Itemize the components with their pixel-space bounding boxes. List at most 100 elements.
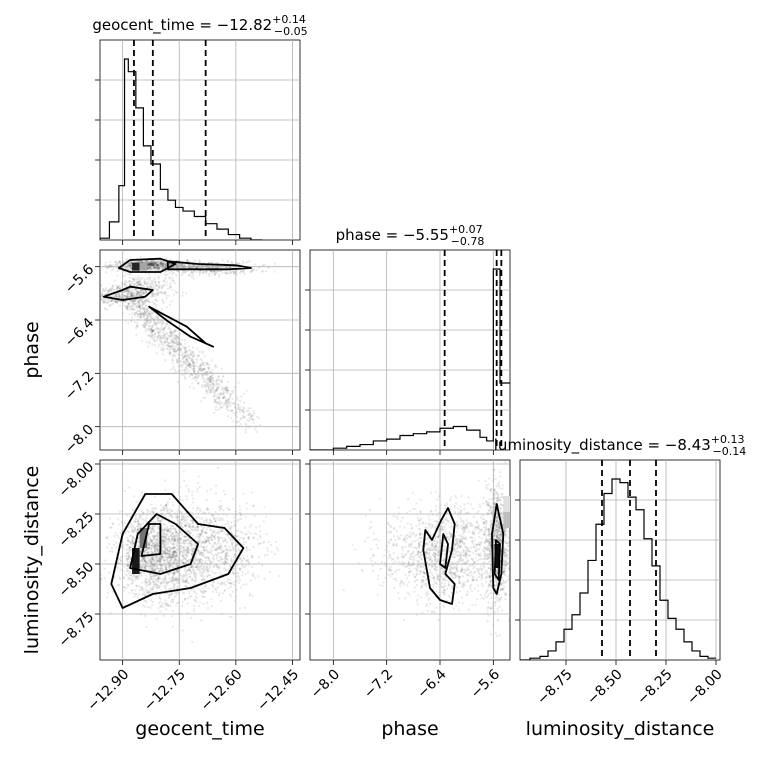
scatter-point (169, 530, 172, 533)
scatter-point (180, 264, 183, 267)
scatter-point (173, 330, 177, 333)
scatter-point (218, 397, 221, 400)
scatter-point (181, 271, 184, 274)
scatter-point (140, 290, 143, 293)
scatter-point (219, 269, 222, 272)
scatter-point (169, 533, 172, 536)
scatter-point (176, 361, 179, 364)
scatter-point (156, 315, 159, 318)
scatter-point (213, 398, 216, 401)
scatter-point (237, 529, 240, 532)
scatter-point (161, 602, 164, 605)
scatter-point (138, 306, 141, 309)
scatter-point (153, 580, 156, 583)
scatter-point (91, 296, 93, 298)
scatter-point (203, 595, 206, 599)
scatter-point (206, 550, 209, 553)
scatter-point (165, 347, 169, 350)
scatter-point (183, 355, 186, 358)
scatter-point (172, 550, 175, 553)
scatter-point (152, 511, 155, 514)
scatter-point (238, 408, 241, 411)
scatter-point (173, 550, 176, 554)
scatter-point (164, 340, 167, 343)
scatter-point (206, 362, 209, 365)
scatter-point (230, 390, 234, 393)
scatter-point (115, 295, 118, 299)
scatter-point (160, 546, 163, 549)
scatter-point (148, 340, 151, 343)
scatter-point (150, 316, 153, 320)
scatter-point (196, 506, 199, 509)
scatter-point (146, 277, 149, 281)
scatter-point (200, 369, 203, 372)
scatter-point (161, 322, 164, 325)
scatter-point (125, 290, 128, 293)
scatter-point (129, 307, 132, 311)
scatter-point (236, 407, 239, 410)
scatter-point (191, 511, 194, 514)
scatter-point (165, 568, 168, 571)
scatter-point (150, 336, 153, 339)
scatter-point (143, 314, 146, 317)
scatter-point (137, 283, 140, 286)
scatter-point (164, 292, 167, 295)
scatter-point (227, 578, 230, 581)
scatter-point (156, 321, 159, 324)
scatter-point (168, 335, 171, 338)
scatter-point (134, 288, 137, 291)
scatter-point (109, 517, 112, 520)
scatter-point (133, 526, 136, 529)
scatter-point (230, 409, 234, 412)
scatter-point (251, 418, 254, 421)
scatter-point (191, 640, 194, 644)
scatter-point (198, 274, 201, 277)
scatter-point (205, 270, 208, 273)
scatter-point (193, 367, 196, 371)
scatter-point (222, 390, 225, 393)
scatter-point (192, 565, 195, 569)
scatter-point (172, 344, 175, 347)
scatter-point (153, 335, 156, 338)
scatter-point (126, 539, 129, 542)
scatter-point (213, 394, 216, 398)
scatter-point (116, 293, 119, 296)
scatter-point (164, 359, 167, 362)
scatter-point (133, 300, 136, 303)
scatter-point (156, 559, 159, 563)
scatter-point (198, 368, 201, 371)
scatter-point (165, 549, 168, 552)
scatter-point (218, 396, 221, 399)
scatter-point (220, 543, 223, 546)
scatter-point (233, 271, 236, 274)
scatter-point (157, 327, 160, 331)
scatter-point (159, 560, 162, 563)
scatter-point (172, 342, 175, 345)
scatter-point (145, 298, 149, 301)
scatter-point (192, 264, 195, 267)
scatter-point (137, 305, 140, 308)
scatter-point (197, 382, 200, 385)
scatter-point (154, 557, 157, 560)
scatter-point (140, 260, 143, 263)
scatter-point (132, 301, 135, 304)
scatter-point (128, 262, 131, 265)
scatter-point (83, 297, 85, 299)
scatter-point (194, 376, 197, 379)
scatter-point (154, 328, 157, 331)
scatter-point (151, 329, 154, 333)
scatter-point (115, 266, 118, 269)
scatter-point (210, 272, 213, 275)
scatter-point (184, 351, 187, 355)
scatter-point (201, 351, 204, 354)
scatter-point (228, 400, 231, 403)
scatter-point (225, 399, 228, 402)
scatter-point (94, 306, 96, 308)
scatter-point (176, 553, 179, 556)
scatter-point (128, 302, 131, 305)
scatter-point (202, 270, 205, 273)
scatter-point (132, 542, 135, 545)
scatter-point (138, 303, 141, 306)
scatter-point (149, 267, 152, 270)
scatter-point (129, 290, 132, 294)
